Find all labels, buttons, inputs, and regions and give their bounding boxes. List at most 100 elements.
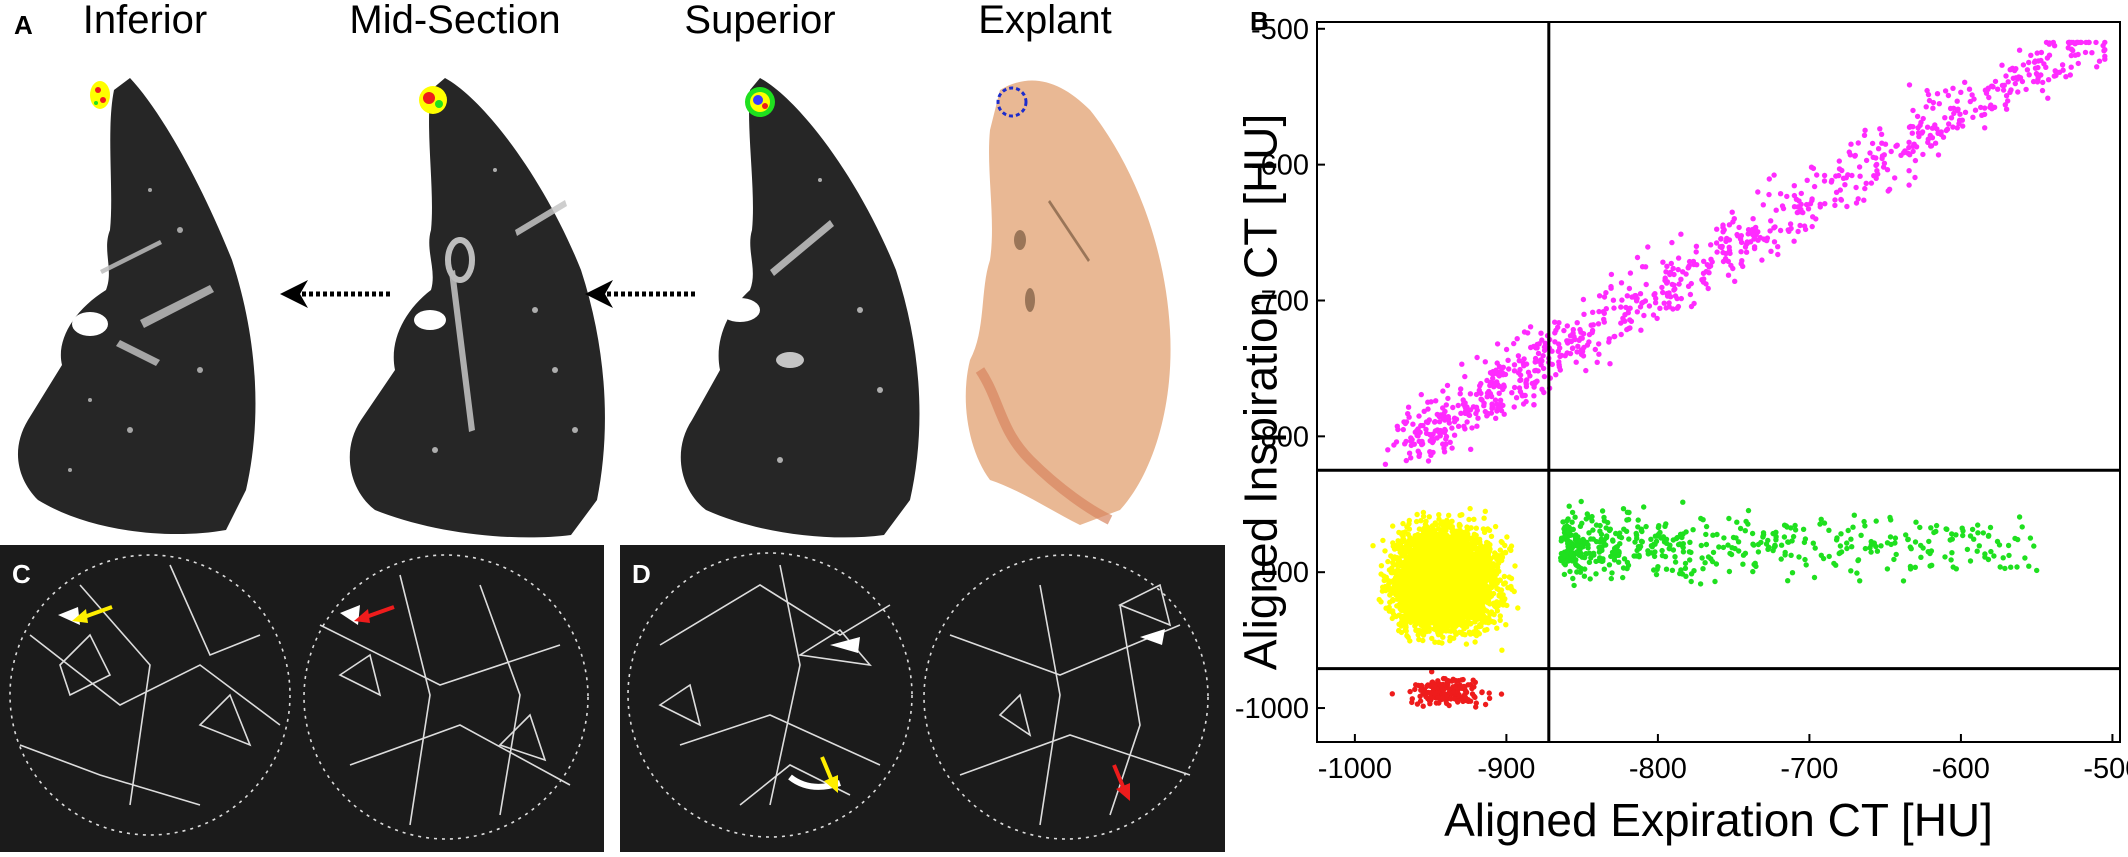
scatter-point	[1376, 596, 1382, 603]
scatter-point	[1434, 411, 1440, 418]
scatter-point	[1400, 426, 1406, 433]
scatter-point	[1709, 259, 1715, 265]
scatter-point	[1873, 155, 1879, 161]
scatter-point	[1618, 304, 1624, 310]
scatter-point	[1497, 547, 1503, 553]
scatter-point	[1435, 632, 1442, 638]
scatter-point	[1370, 543, 1376, 549]
scatter-point	[1456, 521, 1463, 528]
scatter-point	[1913, 144, 1920, 150]
scatter-point	[1511, 588, 1517, 595]
scatter-point	[1848, 141, 1854, 147]
panel-letter-c: C	[12, 559, 31, 589]
scatter-point	[2026, 72, 2032, 78]
title-mid-section: Mid-Section	[349, 0, 561, 42]
scatter-point	[2028, 52, 2034, 58]
scatter-point	[1777, 227, 1784, 234]
scatter-point	[1481, 515, 1487, 521]
scatter-point	[2024, 67, 2031, 73]
scatter-point	[1691, 300, 1697, 307]
scatter-point	[1413, 621, 1419, 627]
scatter-point	[1888, 148, 1894, 155]
scatter-point	[1476, 551, 1482, 558]
scatter-point	[1455, 402, 1461, 409]
scatter-point	[1592, 346, 1598, 353]
scatter-point	[1401, 419, 1407, 425]
scatter-point	[1788, 225, 1794, 232]
scatter-point	[1884, 167, 1891, 173]
scatter-point	[2005, 79, 2011, 85]
scatter-point	[1668, 260, 1674, 267]
scatter-point	[1853, 184, 1859, 191]
scatter-point	[1773, 207, 1779, 213]
scatter-point	[1935, 152, 1942, 158]
scatter-point	[1403, 457, 1409, 464]
scatter-point	[1669, 281, 1675, 288]
scatter-point	[1596, 351, 1602, 357]
scatter-point	[1855, 140, 1861, 146]
scatter-point	[1935, 130, 1941, 136]
scatter-point	[1909, 130, 1915, 136]
scatter-point	[1660, 289, 1666, 296]
scatter-point	[1473, 525, 1479, 531]
scatter-point	[1532, 359, 1538, 365]
scatter-point	[1393, 439, 1400, 445]
scatter-point	[1986, 94, 1992, 101]
scatter-point	[1466, 516, 1472, 523]
scatter-point	[1857, 173, 1863, 179]
scatter-point	[2067, 72, 2073, 78]
scatter-point	[1378, 563, 1385, 569]
scatter-point	[1449, 445, 1455, 451]
scatter-point	[1957, 111, 1963, 117]
scatter-point	[2045, 77, 2052, 83]
scatter-point	[1496, 390, 1502, 396]
scatter-point	[2038, 72, 2044, 78]
scatter-point	[1493, 415, 1499, 421]
scatter-point	[1527, 324, 1534, 330]
scatter-point	[1420, 513, 1427, 520]
scatter-point	[1951, 110, 1957, 117]
scatter-point	[1676, 281, 1682, 287]
scatter-point	[1638, 327, 1644, 333]
scatter-point	[1719, 243, 1725, 250]
scatter-point	[1457, 391, 1463, 397]
scatter-point	[1906, 82, 1913, 88]
scatter-point	[1777, 191, 1784, 197]
scatter-point	[1821, 172, 1828, 179]
scatter-point	[1608, 283, 1614, 290]
scatter-point	[2020, 62, 2027, 68]
title-superior: Superior	[684, 0, 836, 42]
scatter-point	[2102, 56, 2108, 62]
scatter-point	[1441, 445, 1447, 451]
scatter-point	[1493, 367, 1499, 373]
scatter-point	[1440, 405, 1446, 411]
scatter-point	[1380, 537, 1386, 544]
scatter-point	[1705, 285, 1711, 292]
scatter-point	[2040, 79, 2046, 86]
scatter-point	[1394, 423, 1400, 429]
scatter-point	[1410, 421, 1416, 427]
scatter-point	[1552, 319, 1558, 325]
micro-ct-c	[9, 554, 589, 840]
scatter-point	[1413, 615, 1419, 621]
scatter-point	[1475, 415, 1481, 421]
scatter-point	[1434, 435, 1440, 441]
scatter-point	[1720, 258, 1727, 265]
scatter-point	[1730, 219, 1736, 225]
scatter-point	[1686, 263, 1692, 269]
scatter-point	[1492, 576, 1498, 582]
scatter-point	[1414, 428, 1420, 434]
scatter-point	[2013, 75, 2019, 81]
scatter-point	[2005, 98, 2011, 104]
scatter-point	[1542, 340, 1548, 346]
scatter-point	[1492, 523, 1499, 530]
scatter-point	[1910, 124, 1916, 130]
scatter-point	[1910, 148, 1916, 155]
scatter-point	[1445, 395, 1451, 402]
scatter-point	[1433, 398, 1439, 404]
scatter-point	[1675, 255, 1682, 261]
scatter-point	[2013, 66, 2019, 72]
scatter-point	[1832, 197, 1838, 203]
scatter-point	[1855, 196, 1861, 202]
scatter-point	[2082, 49, 2089, 56]
